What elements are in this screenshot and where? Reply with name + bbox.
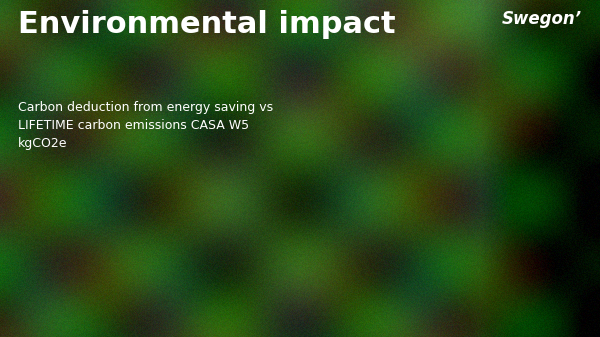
Text: Swegon’: Swegon’	[502, 10, 582, 28]
Text: 19422: 19422	[421, 124, 470, 139]
Text: Carbon deduction from energy saving vs
LIFETIME carbon emissions CASA W5
kgCO2e: Carbon deduction from energy saving vs L…	[18, 101, 273, 150]
Bar	[153, 275, 288, 290]
Text: Environmental impact: Environmental impact	[18, 10, 395, 39]
Bar	[378, 141, 513, 290]
Text: 1982: 1982	[201, 257, 240, 272]
